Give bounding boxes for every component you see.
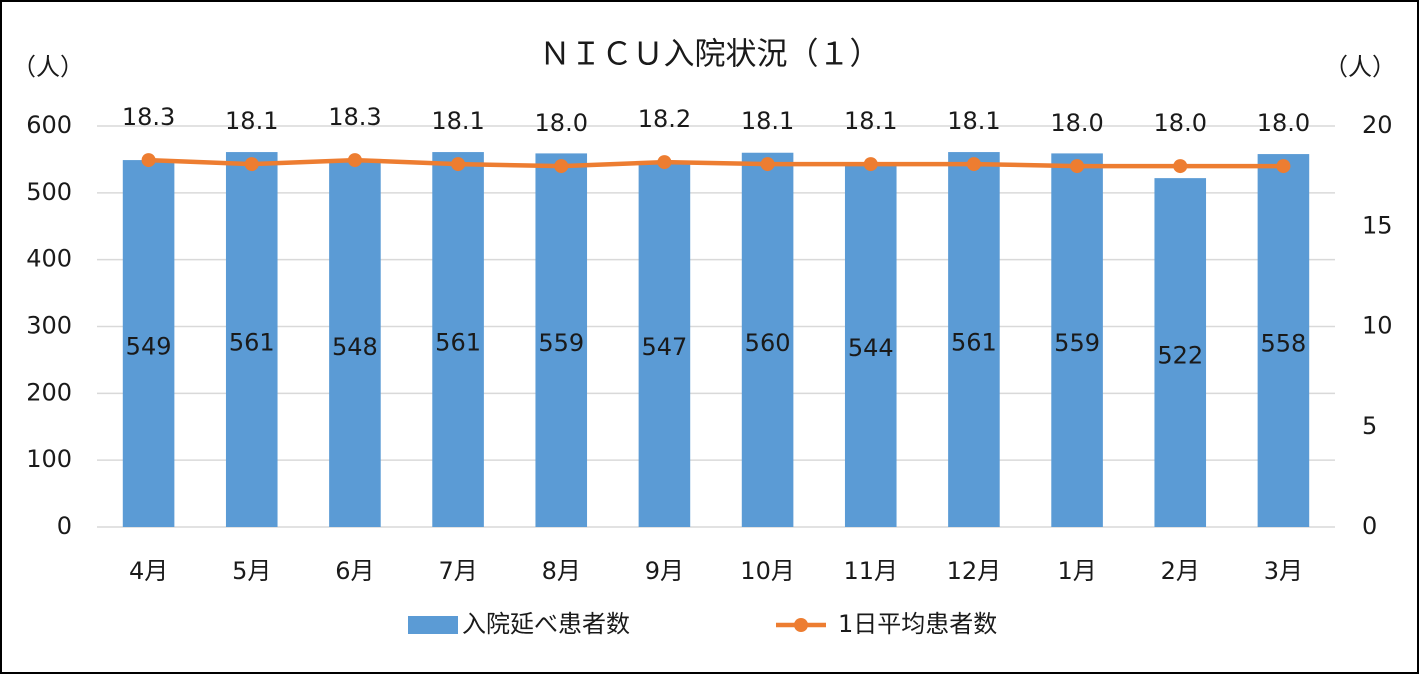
line-marker <box>554 159 569 174</box>
data-label: 547 <box>642 333 688 361</box>
data-label: 18.1 <box>947 107 1000 135</box>
data-label: 558 <box>1261 330 1307 358</box>
y-tick-label: 400 <box>26 245 72 273</box>
x-tick-label: 5月 <box>232 557 271 585</box>
data-label: 561 <box>951 329 997 357</box>
y-tick-label: 100 <box>26 445 72 473</box>
x-tick-label: 8月 <box>542 557 581 585</box>
x-tick-label: 12月 <box>947 557 1002 585</box>
data-label: 18.1 <box>844 107 897 135</box>
data-label: 18.1 <box>431 107 484 135</box>
line-marker <box>1070 159 1085 174</box>
bar <box>225 152 278 527</box>
bar <box>638 161 691 527</box>
line-marker <box>863 157 878 172</box>
bar <box>948 152 1000 527</box>
data-label: 559 <box>1054 329 1100 357</box>
y2-tick-label: 10 <box>1362 312 1393 340</box>
y-tick-label: 200 <box>26 378 72 406</box>
data-label: 18.1 <box>741 107 794 135</box>
bar <box>329 160 381 527</box>
y-axis-label: （人） <box>12 53 84 81</box>
x-tick-label: 2月 <box>1161 557 1200 585</box>
x-tick-label: 10月 <box>740 557 795 585</box>
y2-tick-label: 0 <box>1362 512 1377 540</box>
bar <box>1257 154 1310 527</box>
bar <box>432 152 484 527</box>
data-label: 560 <box>745 329 791 357</box>
data-label: 561 <box>229 329 275 357</box>
x-tick-label: 1月 <box>1057 557 1096 585</box>
data-label: 549 <box>126 333 172 361</box>
data-label: 559 <box>538 329 584 357</box>
chart-title: ＮＩＣＵ入院状況（１） <box>540 37 881 73</box>
x-tick-label: 4月 <box>129 557 168 585</box>
y2-tick-label: 5 <box>1362 412 1377 440</box>
data-label: 18.0 <box>535 109 588 137</box>
x-tick-label: 7月 <box>438 557 477 585</box>
bar <box>741 152 794 527</box>
line <box>148 157 1284 169</box>
y-tick-label: 300 <box>26 312 72 340</box>
y-tick-label: 600 <box>26 111 72 139</box>
data-label: 18.0 <box>1154 109 1207 137</box>
y2-axis-label: （人） <box>1324 53 1396 81</box>
line-marker <box>1276 159 1291 174</box>
line-marker <box>244 157 259 172</box>
bar <box>1154 178 1207 527</box>
data-label: 18.1 <box>225 107 278 135</box>
x-tick-label: 9月 <box>645 557 684 585</box>
bar <box>122 160 175 527</box>
data-label: 561 <box>435 329 481 357</box>
line-marker <box>141 153 156 168</box>
x-tick-label: 6月 <box>335 557 374 585</box>
y2-tick-label: 15 <box>1362 211 1393 239</box>
y2-tick-label: 20 <box>1362 111 1393 139</box>
bar <box>535 153 588 527</box>
y-tick-label: 500 <box>26 178 72 206</box>
data-label: 544 <box>848 334 894 362</box>
line-marker <box>966 157 981 172</box>
legend-swatch <box>408 616 458 634</box>
line-marker <box>347 153 362 168</box>
data-label: 18.2 <box>638 105 691 133</box>
bar <box>844 163 897 527</box>
line-marker <box>1173 159 1188 174</box>
data-label: 522 <box>1157 342 1203 370</box>
line-marker <box>451 157 466 172</box>
data-label: 18.3 <box>328 103 381 131</box>
data-label: 18.0 <box>1050 109 1103 137</box>
y-tick-label: 0 <box>57 512 72 540</box>
line-marker <box>657 155 672 170</box>
legend-swatch <box>794 618 808 632</box>
data-label: 548 <box>332 333 378 361</box>
legend-label: 1日平均患者数 <box>838 610 997 638</box>
x-tick-label: 11月 <box>843 557 898 585</box>
x-tick-label: 3月 <box>1264 557 1303 585</box>
data-label: 18.3 <box>122 103 175 131</box>
bar <box>1051 153 1103 527</box>
line-marker <box>760 157 775 172</box>
data-label: 18.0 <box>1257 109 1310 137</box>
legend-label: 入院延べ患者数 <box>462 610 630 638</box>
